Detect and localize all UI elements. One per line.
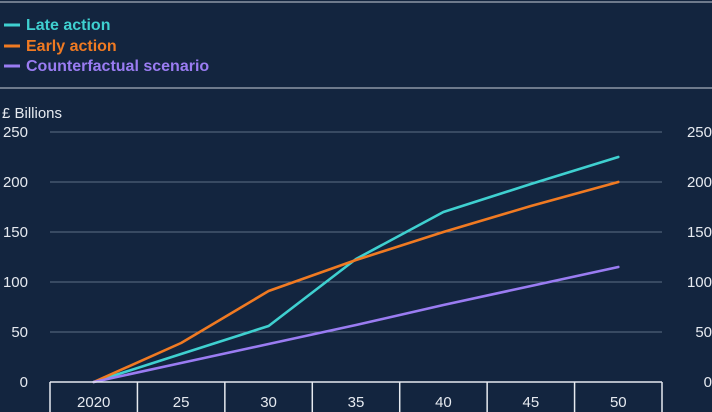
y-tick-label-right: 0 <box>704 374 712 391</box>
x-tick-label: 45 <box>523 394 540 411</box>
legend-label-late-action: Late action <box>26 17 110 34</box>
x-tick-label: 35 <box>348 394 365 411</box>
y-tick-label-right: 100 <box>687 274 712 291</box>
axis-layer <box>49 381 663 412</box>
y-tick-label-right: 150 <box>687 224 712 241</box>
y-tick-label-left: 200 <box>3 174 28 191</box>
legend-item-counterfactual: Counterfactual scenario <box>4 58 209 75</box>
x-tick-label: 50 <box>610 394 627 411</box>
y-tick-label-left: 100 <box>3 274 28 291</box>
x-tick-label: 40 <box>435 394 452 411</box>
x-tick-label: 2020 <box>77 394 110 411</box>
series-layer <box>92 155 620 384</box>
y-tick-label-left: 50 <box>11 324 28 341</box>
y-tick-label-left: 0 <box>20 374 28 391</box>
y-tick-label-right: 50 <box>695 324 712 341</box>
y-tick-label-left: 250 <box>3 124 28 141</box>
legend-label-counterfactual: Counterfactual scenario <box>26 58 209 75</box>
x-tick-label: 25 <box>173 394 190 411</box>
legend-item-early-action: Early action <box>4 38 117 55</box>
series-line-early-action <box>92 180 620 384</box>
grid-layer <box>50 131 662 333</box>
legend-item-late-action: Late action <box>4 17 110 34</box>
legend-label-early-action: Early action <box>26 38 117 55</box>
legend: Late action Early action Counterfactual … <box>4 17 209 75</box>
unit-label: £ Billions <box>2 105 62 122</box>
y-tick-label-right: 250 <box>687 124 712 141</box>
y-tick-label-right: 200 <box>687 174 712 191</box>
tick-layer: 0 0 50 50 100 100 150 150 200 200 250 250 2020 25 30 35… <box>3 124 712 411</box>
y-tick-label-left: 150 <box>3 224 28 241</box>
series-line-counterfactual-scenario <box>92 265 620 384</box>
x-tick-label: 30 <box>260 394 277 411</box>
